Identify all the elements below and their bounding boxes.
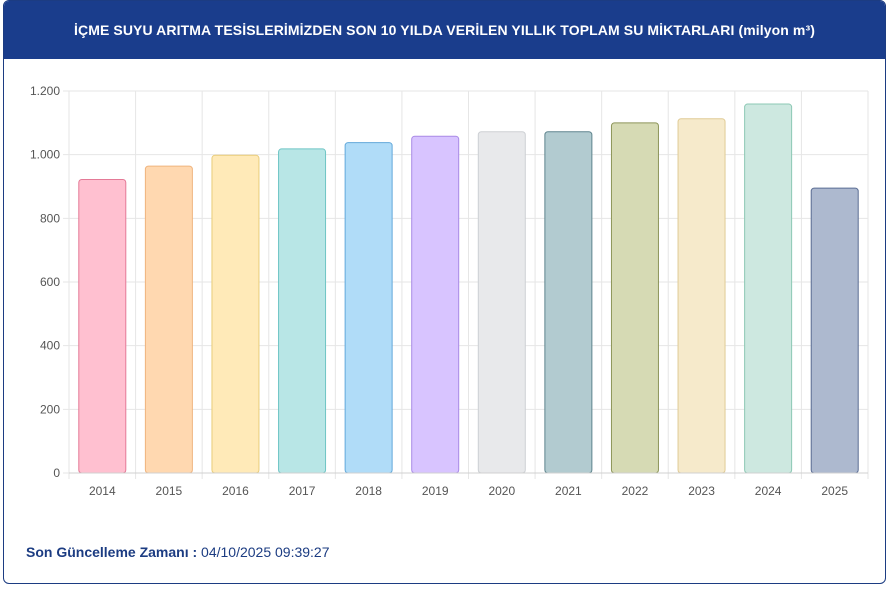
x-tick-label: 2019 xyxy=(422,484,449,498)
bar-2019 xyxy=(411,135,460,474)
y-tick-label: 1.000 xyxy=(30,148,60,162)
y-tick-label: 800 xyxy=(40,211,60,225)
x-tick-label: 2024 xyxy=(755,484,782,498)
bar-2018 xyxy=(344,142,393,474)
y-tick-label: 200 xyxy=(40,402,60,416)
bar-2021 xyxy=(544,131,593,474)
y-tick-label: 0 xyxy=(53,466,60,480)
y-tick-label: 1.200 xyxy=(30,84,60,98)
x-tick-label: 2015 xyxy=(156,484,183,498)
x-tick-label: 2016 xyxy=(222,484,249,498)
bar-2014 xyxy=(78,178,127,474)
bar-2020 xyxy=(477,131,526,474)
x-tick-label: 2023 xyxy=(688,484,715,498)
x-tick-label: 2020 xyxy=(488,484,515,498)
bar-chart: 0 200 400 600 800 1.000 1.200 2014 2015 2016 2017 2… xyxy=(30,84,869,498)
last-updated: Son Güncelleme Zamanı : 04/10/2025 09:39… xyxy=(26,544,330,560)
x-tick-label: 2022 xyxy=(622,484,649,498)
bar-2023 xyxy=(677,118,726,474)
bar-2022 xyxy=(610,122,659,474)
x-tick-label: 2017 xyxy=(289,484,316,498)
x-tick-label: 2025 xyxy=(821,484,848,498)
bar-2025 xyxy=(810,187,859,474)
bar-2016 xyxy=(211,154,260,474)
last-updated-label: Son Güncelleme Zamanı : xyxy=(26,544,198,560)
chart-title: İÇME SUYU ARITMA TESİSLERİMİZDEN SON 10 … xyxy=(74,22,815,38)
x-tick-label: 2018 xyxy=(355,484,382,498)
last-updated-value: 04/10/2025 09:39:27 xyxy=(201,544,330,560)
chart-header: İÇME SUYU ARITMA TESİSLERİMİZDEN SON 10 … xyxy=(4,1,885,59)
chart-card: İÇME SUYU ARITMA TESİSLERİMİZDEN SON 10 … xyxy=(3,0,886,584)
bar-2015 xyxy=(144,165,193,474)
y-tick-label: 600 xyxy=(40,275,60,289)
y-tick-label: 400 xyxy=(40,339,60,353)
bar-2024 xyxy=(744,103,793,474)
x-tick-label: 2014 xyxy=(89,484,116,498)
x-tick-label: 2021 xyxy=(555,484,582,498)
bar-2017 xyxy=(278,148,327,474)
